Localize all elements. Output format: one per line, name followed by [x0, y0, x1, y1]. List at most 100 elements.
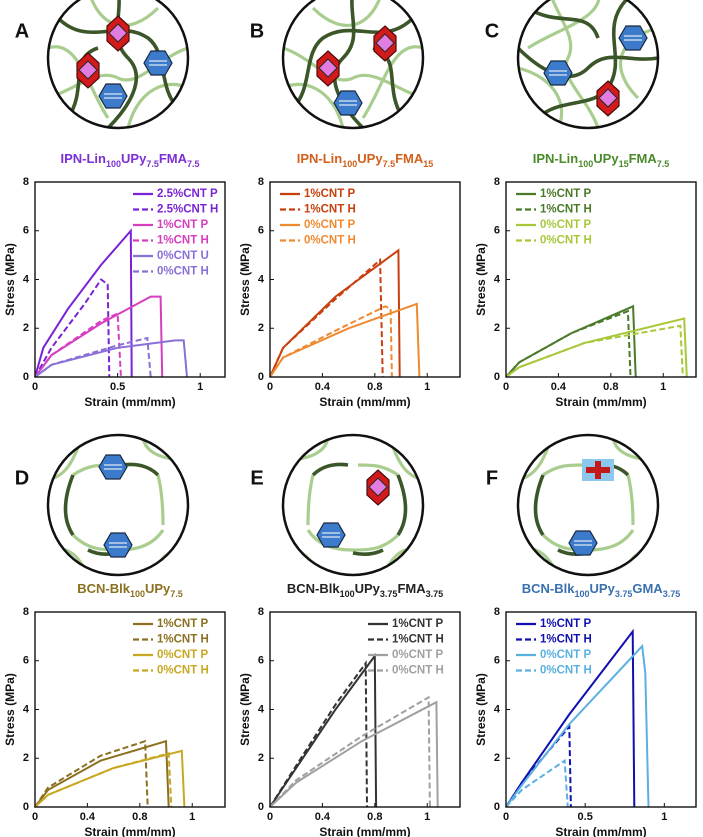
title-text: UPy — [121, 151, 147, 166]
x-tick-label: 0 — [503, 381, 509, 393]
panel-letter: C — [485, 20, 499, 42]
title-text: UPy — [593, 151, 619, 166]
legend-label: 1%CNT P — [304, 188, 355, 200]
title-subscript: 100 — [106, 159, 121, 169]
title-text: UPy — [145, 581, 171, 596]
title-text: IPN-Lin — [533, 151, 579, 166]
title-subscript: 7.5 — [657, 159, 670, 169]
schematic — [281, 433, 425, 577]
y-axis-label: Stress (MPa) — [474, 673, 488, 746]
title-subscript: 15 — [423, 159, 433, 169]
panel-letter: F — [486, 467, 498, 489]
panel-title: BCN-Blk100UPy7.5 — [77, 581, 183, 599]
x-axis-label: Strain (mm/mm) — [319, 825, 410, 837]
legend-label: 1%CNT H — [157, 235, 209, 247]
legend-label: 0%CNT H — [540, 665, 592, 677]
legend-label: 1%CNT P — [157, 618, 208, 630]
x-tick-label: 0 — [32, 811, 38, 823]
x-tick-label: 0.8 — [132, 811, 147, 823]
legend-label: 2.5%CNT H — [157, 204, 218, 216]
legend-label: 1%CNT H — [540, 634, 592, 646]
schematic — [516, 433, 660, 577]
title-subscript: 100 — [342, 159, 357, 169]
y-tick-label: 0 — [494, 371, 500, 383]
legend-label: 0%CNT U — [157, 250, 209, 262]
plot-frame — [34, 181, 226, 378]
legend-label: 1%CNT H — [157, 634, 209, 646]
panel-letter: A — [15, 20, 29, 42]
panel-letter: B — [250, 20, 264, 42]
schematic — [516, 0, 660, 130]
x-axis-label: Strain (mm/mm) — [555, 395, 646, 409]
x-tick-label: 0 — [267, 381, 273, 393]
y-tick-label: 4 — [258, 273, 265, 285]
x-tick-label: 0.8 — [367, 381, 382, 393]
data-line — [505, 758, 569, 808]
title-text: FMA — [159, 151, 188, 166]
y-tick-label: 4 — [494, 703, 501, 715]
x-tick-label: 0.5 — [578, 811, 593, 823]
data-line — [34, 278, 111, 378]
y-tick-label: 4 — [23, 273, 30, 285]
title-text: FMA — [395, 151, 424, 166]
legend-label: 1%CNT H — [540, 204, 592, 216]
plot-frame — [269, 611, 461, 808]
legend-label: 0%CNT P — [540, 219, 591, 231]
title-subscript: 100 — [130, 589, 145, 599]
data-line — [269, 660, 368, 808]
x-tick-label: 1 — [660, 381, 666, 393]
title-text: IPN-Lin — [297, 151, 343, 166]
x-tick-label: 1 — [424, 381, 430, 393]
title-text: UPy — [357, 151, 383, 166]
title-text: BCN-Blk — [287, 581, 340, 596]
legend-label: 2.5%CNT P — [157, 188, 218, 200]
y-tick-label: 6 — [258, 225, 264, 237]
data-line — [269, 305, 393, 378]
y-tick-label: 6 — [23, 655, 29, 667]
title-subscript: 100 — [575, 589, 590, 599]
x-tick-label: 0 — [267, 811, 273, 823]
x-tick-label: 0.8 — [603, 381, 618, 393]
title-subscript: 7.5 — [187, 159, 200, 169]
x-tick-label: 0.4 — [315, 811, 331, 823]
x-tick-label: 1 — [197, 381, 203, 393]
data-line — [34, 339, 188, 378]
panel-title: IPN-Lin100UPy7.5FMA7.5 — [60, 151, 199, 169]
title-subscript: 7.5 — [383, 159, 396, 169]
y-tick-label: 6 — [258, 655, 264, 667]
panel-title: BCN-Blk100UPy3.75GMA3.75 — [522, 581, 680, 599]
plot-frame — [34, 611, 226, 808]
title-text: IPN-Lin — [60, 151, 106, 166]
legend-label: 0%CNT P — [304, 219, 355, 231]
title-subscript: 100 — [340, 589, 355, 599]
panel-title: BCN-Blk100UPy3.75FMA3.75 — [287, 581, 443, 599]
data-line — [269, 302, 421, 378]
schematic — [281, 0, 425, 130]
legend-label: 0%CNT H — [392, 665, 444, 677]
title-subscript: 15 — [619, 159, 629, 169]
y-tick-label: 8 — [494, 176, 500, 188]
x-tick-label: 0.4 — [80, 811, 96, 823]
legend-label: 0%CNT P — [157, 649, 208, 661]
x-axis-label: Strain (mm/mm) — [319, 395, 410, 409]
data-line — [34, 336, 152, 378]
data-line — [269, 700, 439, 808]
title-text: BCN-Blk — [522, 581, 575, 596]
panel-letter: E — [250, 467, 263, 489]
y-tick-label: 6 — [23, 225, 29, 237]
x-axis-label: Strain (mm/mm) — [84, 395, 175, 409]
plot-frame — [505, 181, 697, 378]
y-tick-label: 0 — [258, 801, 264, 813]
schematic — [46, 0, 190, 130]
y-tick-label: 0 — [258, 371, 264, 383]
y-tick-label: 0 — [494, 801, 500, 813]
legend-label: 1%CNT H — [392, 634, 444, 646]
title-subscript: 3.75 — [615, 589, 633, 599]
y-axis-label: Stress (MPa) — [474, 243, 488, 316]
title-subscript: 7.5 — [170, 589, 183, 599]
data-line — [505, 309, 632, 378]
x-tick-label: 0.8 — [367, 811, 382, 823]
y-axis-label: Stress (MPa) — [238, 673, 252, 746]
y-axis-label: Stress (MPa) — [238, 243, 252, 316]
